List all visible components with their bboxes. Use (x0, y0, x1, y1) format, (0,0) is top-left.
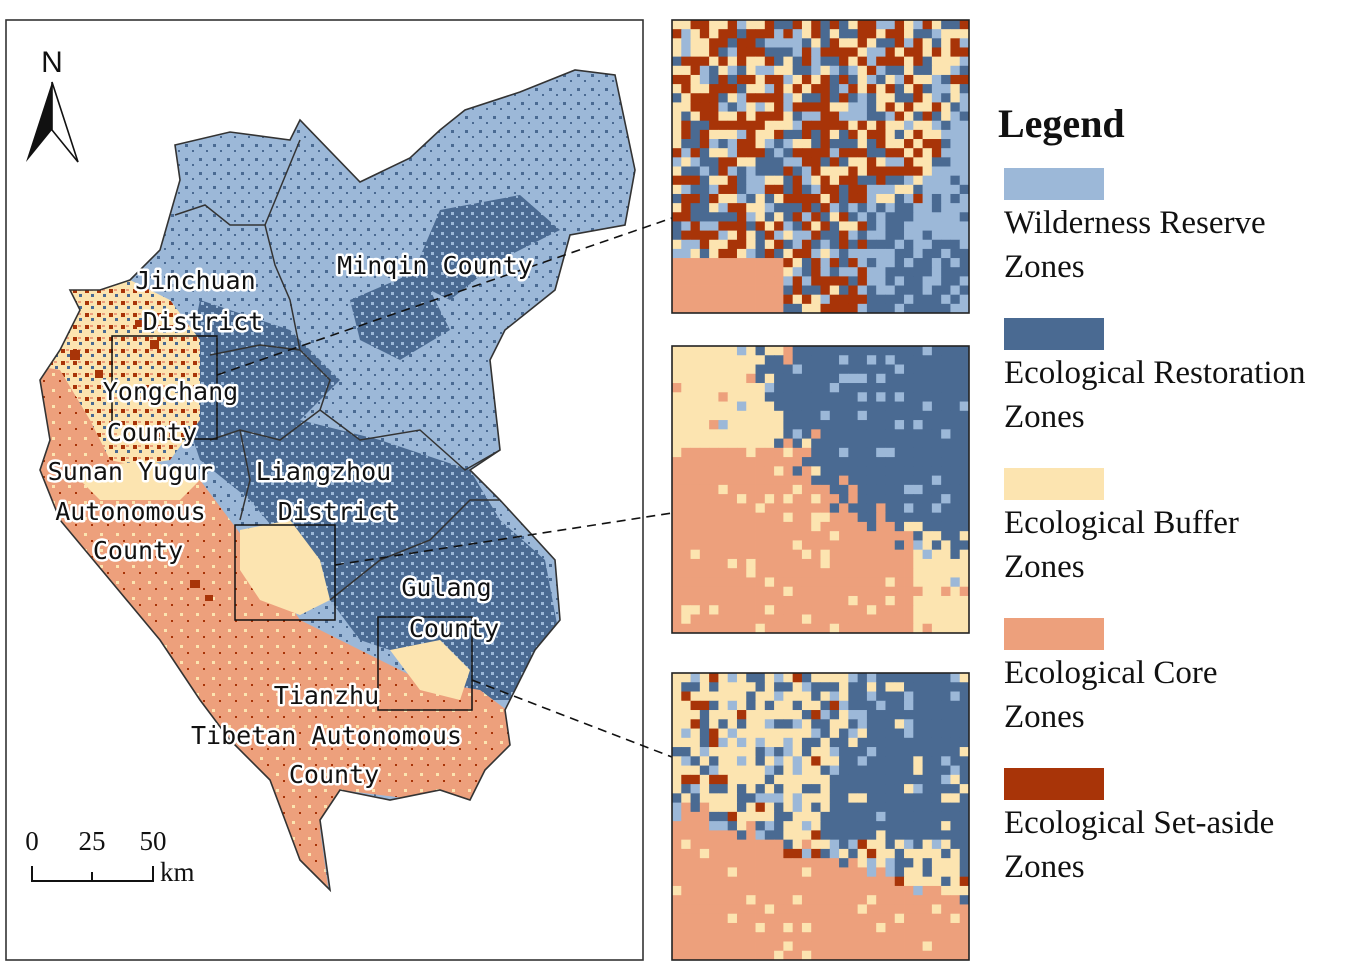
scale-unit: km (160, 857, 195, 887)
north-arrow-icon (26, 82, 52, 162)
legend-swatch-ecological-core (1004, 618, 1104, 650)
scale-tick-50: 50 (140, 826, 167, 856)
buffer-area-sunan (70, 460, 200, 500)
inset-1 (671, 19, 970, 314)
legend-label-ecological-restoration: Ecological Restoration Zones (1004, 355, 1306, 435)
label-yongchang: Yongchang County (103, 377, 254, 447)
inset-frame-3 (671, 672, 970, 961)
legend-swatch-ecological-restoration (1004, 318, 1104, 350)
label-sunan: Sunan Yugur Autonomous County (48, 457, 229, 565)
region-labels: Jinchuan District Minqin County Yongchan… (45, 249, 535, 792)
label-liangzhou: Liangzhou District (256, 457, 407, 526)
legend-swatch-ecological-set-aside (1004, 768, 1104, 800)
legend-label-wilderness-reserve: Wilderness Reserve Zones (1004, 205, 1266, 285)
scale-tick-25: 25 (79, 826, 106, 856)
zoom-box-3 (377, 616, 473, 711)
inset-panels (671, 19, 970, 961)
label-minqin: Minqin County (337, 251, 533, 280)
connector-lines (216, 217, 673, 758)
label-tianzhu: Tianzhu Tibetan Autonomous County (191, 681, 477, 789)
scale-tick-0: 0 (25, 826, 39, 856)
buffer-area-liangzhou (240, 520, 330, 615)
county-boundaries (174, 139, 501, 601)
inset-2 (671, 345, 970, 634)
north-label: N (41, 46, 63, 79)
legend-title: Legend (998, 101, 1125, 146)
zoom-boxes (111, 335, 473, 711)
legend-label-ecological-set-aside: Ecological Set-aside Zones (1004, 805, 1274, 885)
scale-bar: 0 25 50 km (25, 826, 194, 887)
legend-label-ecological-buffer: Ecological Buffer Zones (1004, 505, 1239, 585)
zoom-box-2 (234, 524, 336, 621)
zoom-box-1 (111, 335, 218, 440)
legend-label-ecological-core: Ecological Core Zones (1004, 655, 1218, 735)
legend-swatch-wilderness-reserve (1004, 168, 1104, 200)
inset-3 (671, 672, 970, 961)
inset-frame-2 (671, 345, 970, 634)
restoration-patch-mid (350, 270, 450, 360)
restoration-patch-north (410, 195, 560, 300)
label-gulang: Gulang County (401, 573, 506, 643)
legend: Legend Wilderness Reserve Zones Ecological… (998, 101, 1306, 885)
north-arrow: N (26, 46, 79, 163)
restoration-area (180, 300, 560, 700)
legend-swatch-ecological-buffer (1004, 468, 1104, 500)
label-jinchuan: Jinchuan District (135, 266, 270, 336)
inset-frame-1 (671, 19, 970, 314)
buffer-area-gulang (390, 640, 470, 700)
set-aside-specks (70, 320, 213, 601)
